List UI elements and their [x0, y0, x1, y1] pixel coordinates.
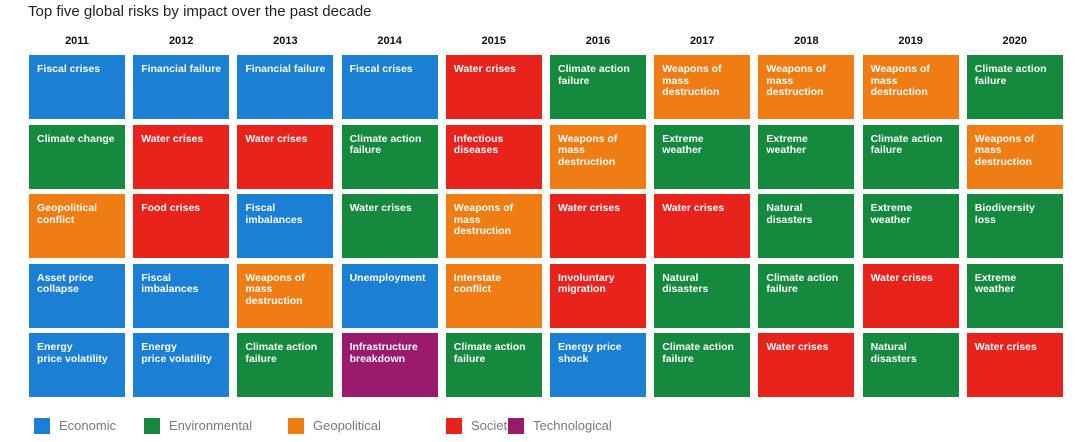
- year-header-2014: 2014: [377, 35, 402, 47]
- risk-cell-2018-rank-1: Weapons of mass destruction: [758, 55, 855, 119]
- year-header-2011: 2011: [65, 35, 89, 47]
- risk-cell-2017-rank-4: Natural disasters: [654, 263, 751, 328]
- chart-title: Top five global risks by impact over the…: [28, 3, 372, 20]
- risk-cell-2015-rank-1: Water crises: [445, 55, 542, 119]
- risk-cell-2014-rank-5: Infrastructure breakdown: [341, 333, 438, 397]
- risk-cell-2015-rank-5: Climate action failure: [445, 333, 542, 397]
- risk-cell-2019-rank-3: Extreme weather: [862, 194, 959, 258]
- risk-cell-2016-rank-2: Weapons of mass destruction: [550, 124, 646, 189]
- risk-cell-2012-rank-4: Fiscal imbalances: [133, 263, 230, 328]
- risk-cell-2018-rank-2: Extreme weather: [758, 124, 855, 189]
- legend-label-societal: Societal: [471, 418, 518, 433]
- risk-cell-2011-rank-5: Energy price volatility: [29, 333, 125, 397]
- risk-cell-2013-rank-3: Fiscal imbalances: [237, 194, 334, 258]
- year-header-2015: 2015: [481, 35, 507, 47]
- risk-cell-2013-rank-1: Financial failure: [237, 55, 334, 119]
- risk-cell-2013-rank-2: Water crises: [237, 124, 334, 189]
- risk-cell-2011-rank-2: Climate change: [29, 124, 125, 189]
- risk-cell-2011-rank-3: Geopolitical conflict: [29, 194, 125, 258]
- risk-cell-2019-rank-2: Climate action failure: [862, 124, 959, 189]
- risk-cell-2012-rank-1: Financial failure: [133, 55, 230, 119]
- risk-cell-2016-rank-5: Energy price shock: [550, 333, 646, 397]
- year-header-2019: 2019: [898, 35, 923, 47]
- legend-swatch-geopolitical: [288, 418, 304, 434]
- risk-cell-2018-rank-4: Climate action failure: [758, 263, 855, 328]
- risk-grid: 2011 2012 2013 2014 2015 2016 2017 2018 2019 2020…: [29, 35, 1063, 397]
- risk-cell-2011-rank-4: Asset price collapse: [29, 263, 125, 328]
- legend-label-economic: Economic: [59, 418, 117, 433]
- risk-cell-2016-rank-1: Climate action failure: [550, 55, 646, 119]
- risk-cell-2020-rank-2: Weapons of mass destruction: [966, 124, 1063, 189]
- year-header-2020: 2020: [1002, 35, 1028, 47]
- legend-label-technological: Technological: [533, 418, 612, 433]
- year-header-2017: 2017: [689, 35, 715, 47]
- risk-cell-2017-rank-1: Weapons of mass destruction: [654, 55, 751, 119]
- risk-cell-2015-rank-3: Weapons of mass destruction: [445, 194, 542, 258]
- year-header-2013: 2013: [273, 35, 298, 47]
- legend-swatch-environmental: [144, 418, 160, 434]
- risk-cell-2020-rank-5: Water crises: [966, 333, 1063, 397]
- risk-cell-2019-rank-4: Water crises: [862, 263, 959, 328]
- risk-cell-2017-rank-2: Extreme weather: [654, 124, 751, 189]
- risk-cell-2017-rank-3: Water crises: [654, 194, 751, 258]
- risk-cell-2014-rank-3: Water crises: [341, 194, 438, 258]
- risk-cell-2015-rank-2: Infectious diseases: [445, 124, 542, 189]
- legend-label-environmental: Environmental: [169, 418, 253, 433]
- risk-cell-2012-rank-2: Water crises: [133, 124, 230, 189]
- risk-cell-2011-rank-1: Fiscal crises: [29, 55, 125, 119]
- risk-cell-2017-rank-5: Climate action failure: [654, 333, 751, 397]
- risk-cell-2020-rank-3: Biodiversity loss: [966, 194, 1063, 258]
- legend-swatch-economic: [34, 418, 50, 434]
- risk-cell-2013-rank-4: Weapons of mass destruction: [237, 263, 334, 328]
- risk-cell-2014-rank-1: Fiscal crises: [341, 55, 438, 119]
- year-header-2016: 2016: [585, 35, 611, 47]
- risk-cell-2016-rank-3: Water crises: [550, 194, 646, 258]
- risk-cell-2019-rank-1: Weapons of mass destruction: [862, 55, 959, 119]
- risk-cell-2018-rank-5: Water crises: [758, 333, 855, 397]
- year-header-2018: 2018: [794, 35, 819, 47]
- risk-cell-2020-rank-1: Climate action failure: [966, 55, 1063, 119]
- risk-cell-2016-rank-4: Involuntary migration: [550, 263, 646, 328]
- legend-swatch-societal: [446, 418, 462, 434]
- legend-label-geopolitical: Geopolitical: [313, 418, 381, 433]
- risk-cell-2019-rank-5: Natural disasters: [862, 333, 959, 397]
- risk-cell-2014-rank-2: Climate action failure: [341, 124, 438, 189]
- risk-cell-2012-rank-3: Food crises: [133, 194, 230, 258]
- risk-cell-2013-rank-5: Climate action failure: [237, 333, 334, 397]
- risk-cell-2018-rank-3: Natural disasters: [758, 194, 855, 258]
- risk-cell-2012-rank-5: Energy price volatility: [133, 333, 230, 397]
- risk-cell-2020-rank-4: Extreme weather: [966, 263, 1063, 328]
- year-header-2012: 2012: [168, 35, 194, 47]
- legend-swatch-technological: [508, 418, 524, 434]
- risk-cell-2014-rank-4: Unemployment: [341, 263, 438, 328]
- risk-cell-2015-rank-4: Interstate conflict: [445, 263, 542, 328]
